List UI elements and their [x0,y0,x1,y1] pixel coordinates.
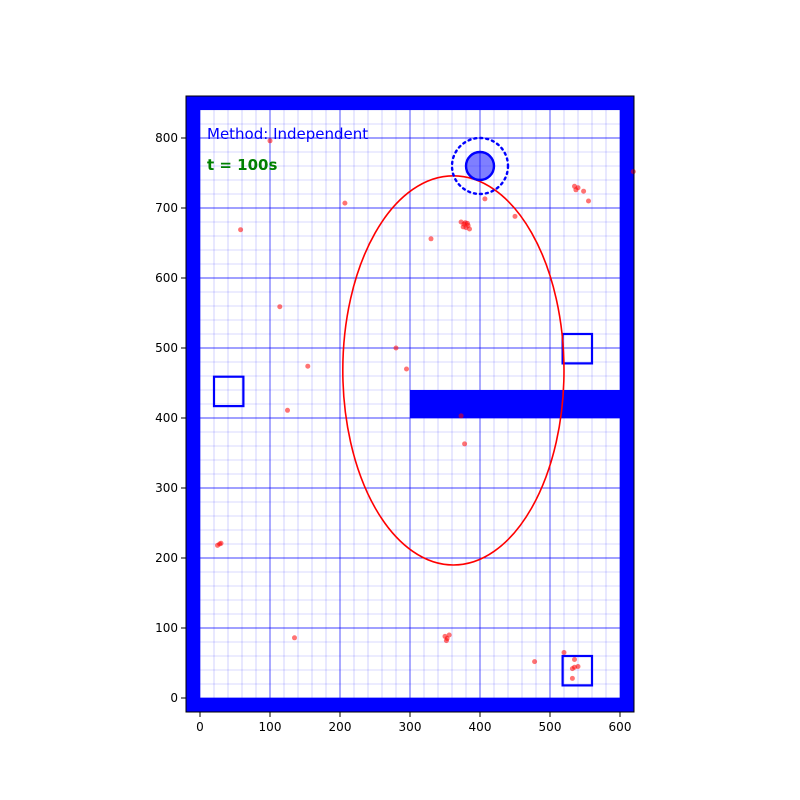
particle-point [561,650,567,655]
y-tick-label: 300 [155,481,178,495]
y-tick-label: 800 [155,131,178,145]
time-label: t = 100s [207,156,277,174]
x-tick-label: 400 [469,720,492,734]
particle-point [342,200,348,206]
particle-point [292,635,297,641]
y-tick-label: 700 [155,201,178,215]
particle-point [482,196,488,202]
wall-bottom [186,698,634,712]
particle-point [569,675,575,681]
particle-point [218,540,224,546]
landmark-square [212,375,245,408]
x-tick-label: 300 [399,720,422,734]
landmark-square [561,654,594,687]
x-tick-label: 500 [539,720,562,734]
wall-top [186,96,634,110]
y-tick-label: 500 [155,341,178,355]
particle-point [581,188,587,194]
particle-point [464,220,470,226]
particles-layer [215,138,636,681]
particle-point [404,366,409,372]
uncertainty-ellipse-layer [341,174,565,566]
y-axis-ticks: 0 100 200 300 400 500 600 700 800 [155,131,186,705]
x-tick-label: 200 [329,720,352,734]
landmark-square [561,332,594,365]
y-tick-label: 600 [155,271,178,285]
robot-layer [450,136,510,196]
particle-point [575,185,581,191]
x-tick-label: 0 [196,720,204,734]
particle-point [305,363,311,369]
x-tick-label: 100 [259,720,282,734]
method-label: Method: Independent [207,125,368,143]
particle-point [238,227,244,233]
particle-point [462,441,468,447]
particle-point [267,138,273,144]
wall-left [186,96,200,712]
y-tick-label: 200 [155,551,178,565]
landmarks-layer [212,332,594,687]
x-axis-ticks: 0 100 200 300 400 500 600 [196,712,631,734]
particle-point [630,169,636,175]
particle-point [277,304,283,310]
particle-point [285,407,290,413]
particle-point [467,226,472,232]
particle-point [586,198,591,204]
particle-point [446,632,452,638]
major-grid [199,110,621,699]
wall-inner [410,390,620,418]
y-tick-label: 400 [155,411,178,425]
uncertainty-ellipse [341,174,565,566]
y-tick-label: 100 [155,621,178,635]
particle-point [512,213,518,219]
robot-marker [464,150,496,182]
walls-layer [186,96,634,712]
particle-point [572,657,577,662]
x-tick-label: 600 [609,720,632,734]
robot-sensor-range [450,136,510,196]
y-tick-label: 0 [170,691,178,705]
particle-point [460,224,466,230]
particle-point [393,345,399,351]
particle-point [575,664,581,669]
particle-point [532,659,538,665]
particle-point [458,413,464,419]
particle-point [428,236,434,242]
wall-right [620,96,634,712]
